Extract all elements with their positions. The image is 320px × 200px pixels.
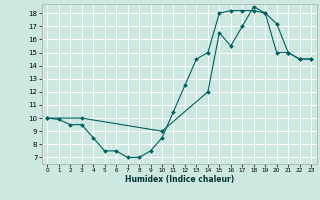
X-axis label: Humidex (Indice chaleur): Humidex (Indice chaleur) — [124, 175, 234, 184]
